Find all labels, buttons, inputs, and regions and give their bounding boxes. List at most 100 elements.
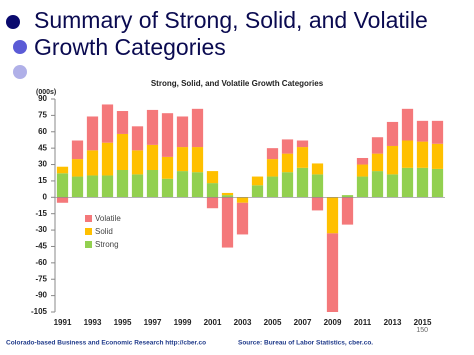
bullet [13,40,27,54]
bar-segment [431,168,444,198]
legend-label: Strong [95,240,119,249]
bullet [6,15,20,29]
x-tick-label: 2009 [324,318,342,327]
bar-segment [296,140,309,148]
bar-segment [281,153,294,173]
bar-segment [191,147,204,173]
footer-left: Colorado-based Business and Economic Res… [6,340,206,347]
bar-segment [401,108,414,141]
y-tick-label: -90 [35,291,47,300]
legend-swatch [85,215,92,222]
x-tick-label: 1995 [114,318,132,327]
bar-segment [371,171,384,198]
bar-segment [266,159,279,177]
legend-swatch [85,228,92,235]
bar-segment [326,233,339,312]
bar-segment [71,140,84,160]
legend-label: Volatile [95,214,121,223]
bar-segment [281,172,294,198]
legend-swatch [85,241,92,248]
x-tick-label: 2007 [294,318,312,327]
bar-segment [206,171,219,184]
bar-segment [356,157,369,165]
bar-segment [251,185,264,198]
x-tick-label: 2001 [204,318,222,327]
bar-segment [341,197,354,225]
bar-segment [341,195,354,198]
bar-segment [161,113,174,157]
bar-segment [386,174,399,198]
y-tick-label: 0 [43,192,48,201]
y-axis-label: (000s) [36,89,56,96]
x-tick-label: 1993 [84,318,102,327]
bar-segment [206,197,219,209]
bar-segment [56,166,69,174]
bar-segment [86,116,99,151]
bar-segment [146,144,159,170]
bar-segment [206,183,219,198]
bar-segment [131,150,144,175]
bar-segment [416,141,429,168]
bar-segment [326,197,339,234]
bar-segment [236,202,249,235]
bullet [13,65,27,79]
y-tick-label: 15 [38,176,47,185]
x-tick-label: 2013 [384,318,402,327]
bar-segment [116,111,129,134]
bar-segment [86,175,99,198]
bar-segment [176,147,189,172]
bar-segment [56,173,69,198]
y-tick-label: -15 [35,209,47,218]
x-tick-label: 1991 [54,318,72,327]
y-tick-label: 75 [38,110,47,119]
bar-segment [176,171,189,198]
bar-segment [116,170,129,198]
page-number: 150 [416,327,428,334]
bar-segment [176,116,189,148]
bar-segment [116,133,129,170]
legend-label: Solid [95,227,113,236]
bar-segment [311,197,324,211]
bar-segment [401,167,414,198]
bar-segment [431,143,444,169]
bar-segment [161,178,174,198]
bar-segment [416,167,429,198]
y-tick-label: 60 [38,127,47,136]
bar-segment [356,164,369,177]
bar-segment [296,147,309,168]
slide-title: Summary of Strong, Solid, and Volatile Gr… [34,7,428,60]
bar-segment [101,104,114,143]
bar-segment [281,139,294,154]
bar-segment [86,150,99,176]
bar-segment [371,137,384,154]
bar-segment [431,120,444,144]
x-tick-label: 2011 [354,318,372,327]
bar-segment [401,140,414,168]
bar-segment [386,121,399,146]
bar-segment [71,176,84,198]
bar-segment [101,175,114,198]
y-tick-label: 45 [38,143,47,152]
y-tick-label: -30 [35,225,47,234]
y-tick-label: 30 [38,160,47,169]
bar-segment [311,174,324,198]
bar-segment [131,126,144,151]
bar-segment [131,174,144,198]
bar-segment [266,148,279,160]
bar-segment [251,176,264,186]
bar-segment [416,120,429,142]
bar-segment [371,153,384,172]
bar-segment [221,195,234,198]
bar-segment [221,192,234,196]
bar-segment [191,172,204,198]
y-tick-label: -45 [35,242,47,251]
bar-segment [56,197,69,203]
bar-segment [221,197,234,248]
bar-segment [71,159,84,177]
bar-segment [101,142,114,176]
bar-segment [191,108,204,148]
bar-segment [146,170,159,198]
bar-segment [266,176,279,198]
y-tick-label: -75 [35,274,47,283]
